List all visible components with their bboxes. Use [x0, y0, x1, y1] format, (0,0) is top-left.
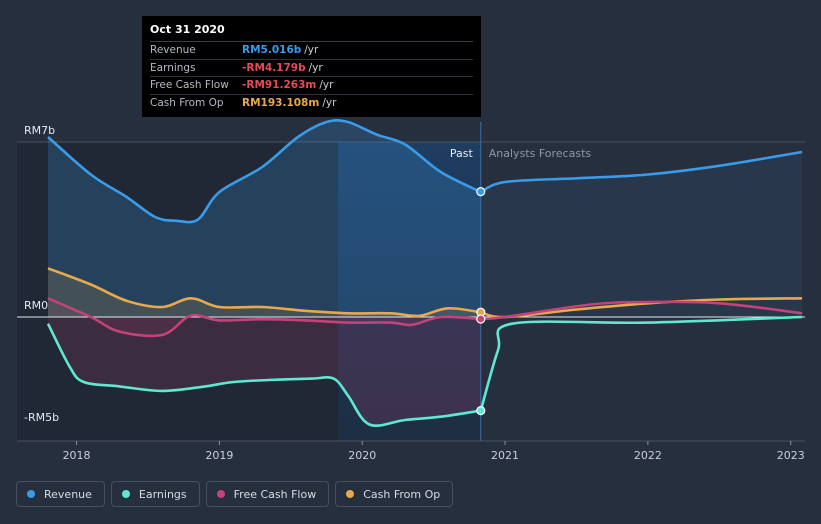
past-label: Past [450, 147, 474, 160]
line-earnings-forecast [479, 315, 803, 411]
tooltip-date: Oct 31 2020 [150, 23, 473, 42]
line-earnings-past [46, 323, 481, 428]
tooltip-unit: /yr [322, 96, 337, 109]
line-revenue-past [47, 118, 482, 224]
tooltip-value: -RM4.179b [242, 61, 306, 74]
tooltip-row-free-cash-flow: Free Cash Flow -RM91.263m /yr [150, 77, 473, 95]
tooltip-label: Cash From Op [150, 96, 224, 109]
legend-label: Free Cash Flow [233, 487, 317, 501]
legend-label: Earnings [138, 487, 187, 501]
tooltip-label: Earnings [150, 61, 196, 74]
y-tick-label: RM0 [24, 299, 48, 312]
area-revenue [48, 120, 481, 317]
legend-dot-icon [27, 490, 35, 498]
y-tick-label: -RM5b [24, 411, 59, 424]
tooltip-row-revenue: Revenue RM5.016b /yr [150, 42, 473, 60]
legend-dot-icon [346, 490, 355, 498]
x-tick-label: 2019 [205, 449, 233, 462]
area-revenue-forecast [480, 152, 803, 317]
legend-label: Cash From Op [363, 487, 441, 501]
tooltip-unit: /yr [308, 61, 323, 74]
x-tick-label: 2018 [63, 449, 91, 462]
legend-dot-icon [121, 490, 130, 498]
legend-item-free-cash-flow[interactable]: Free Cash Flow [205, 481, 330, 507]
marker-free-cash-flow [476, 314, 486, 324]
tooltip-value: -RM91.263m [242, 79, 317, 92]
x-tick-label: 2021 [491, 449, 519, 462]
y-tick-label: RM7b [24, 124, 55, 137]
forecast-label: Analysts Forecasts [489, 147, 592, 160]
x-tick-label: 2023 [777, 449, 805, 462]
chart-legend: Revenue Earnings Free Cash Flow Cash Fro… [16, 481, 454, 507]
line-free-cash-flow-past [47, 297, 481, 338]
marker-revenue [476, 187, 486, 197]
tooltip-row-earnings: Earnings -RM4.179b /yr [150, 60, 473, 77]
tooltip-unit: /yr [319, 79, 334, 92]
legend-label: Revenue [44, 487, 92, 501]
data-tooltip: Oct 31 2020 Revenue RM5.016b /yr Earning… [142, 16, 481, 117]
tooltip-value: RM5.016b [242, 44, 302, 57]
area-earnings [48, 317, 481, 426]
legend-dot-icon [216, 490, 225, 498]
x-tick-label: 2022 [634, 449, 662, 462]
line-cash-from-op-past [47, 267, 481, 318]
tooltip-unit: /yr [304, 44, 319, 57]
tooltip-label: Revenue [150, 44, 196, 57]
x-tick-label: 2020 [348, 449, 376, 462]
legend-item-earnings[interactable]: Earnings [110, 481, 200, 507]
tooltip-row-cash-from-op: Cash From Op RM193.108m /yr [150, 95, 473, 112]
tooltip-value: RM193.108m [242, 96, 320, 109]
line-revenue-forecast [480, 150, 803, 194]
legend-item-cash-from-op[interactable]: Cash From Op [335, 481, 454, 507]
legend-item-revenue[interactable]: Revenue [16, 481, 105, 507]
highlight-band [337, 142, 481, 441]
marker-earnings [476, 406, 486, 416]
tooltip-label: Free Cash Flow [150, 79, 229, 92]
line-free-cash-flow-forecast [480, 300, 803, 321]
